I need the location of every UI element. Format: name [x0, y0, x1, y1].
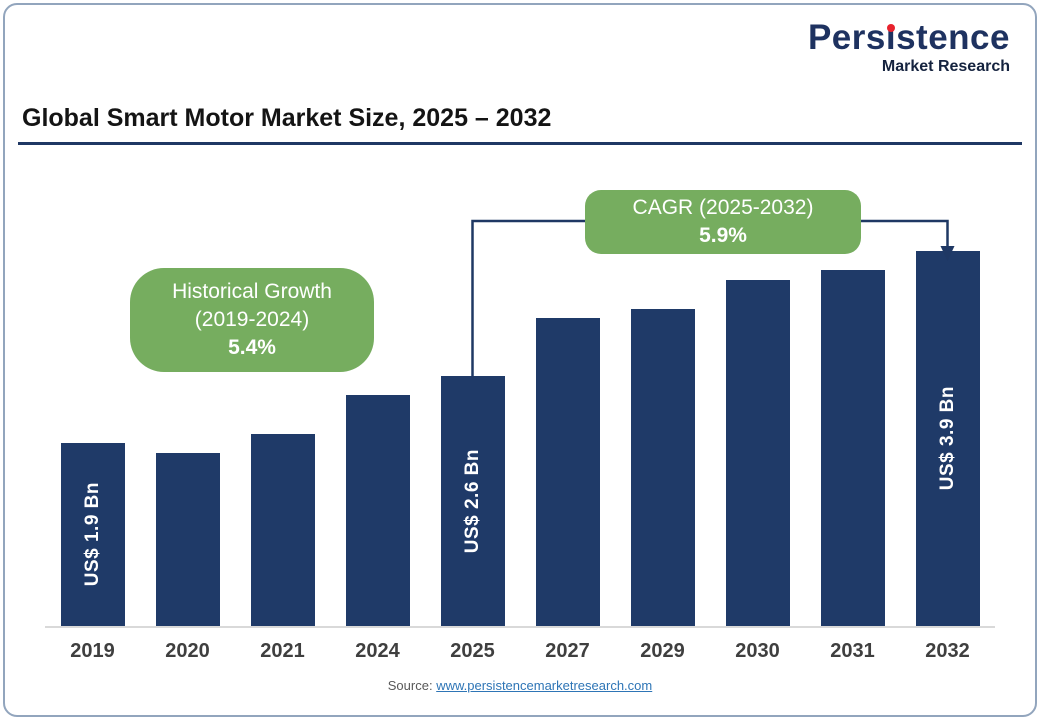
cagr-callout: CAGR (2025-2032) 5.9% — [585, 190, 861, 254]
bar-value-label-2032: US$ 3.9 Bn — [936, 386, 958, 491]
x-axis-label-2025: 2025 — [450, 640, 495, 662]
x-axis-label-2030: 2030 — [735, 640, 780, 662]
bar-column-2031 — [805, 270, 900, 626]
source-link[interactable]: www.persistencemarketresearch.com — [436, 678, 653, 693]
bar-2021 — [250, 434, 315, 626]
source-label: Source: — [387, 678, 433, 693]
page-title: Global Smart Motor Market Size, 2025 – 2… — [22, 104, 552, 132]
bar-value-label-2019: US$ 1.9 Bn — [81, 482, 103, 587]
logo-red-dot-i: ı — [885, 18, 897, 57]
bar-column-2025: US$ 2.6 Bn — [425, 376, 520, 626]
x-axis-label-2021: 2021 — [260, 640, 305, 662]
x-axis-label-2024: 2024 — [355, 640, 400, 662]
bar-2025: US$ 2.6 Bn — [440, 376, 505, 626]
bar-column-2020 — [140, 453, 235, 626]
bar-2020 — [155, 453, 220, 626]
x-axis-label-2029: 2029 — [640, 640, 685, 662]
bar-column-2029 — [615, 309, 710, 626]
logo-tagline: Market Research — [881, 57, 1010, 75]
x-axis-label-2032: 2032 — [925, 640, 970, 662]
cagr-value: 5.9% — [699, 224, 747, 247]
bar-chart: US$ 1.9 Bn US$ 2.6 Bn US$ 3.9 Bn 2019 2020 2… — [20, 168, 1020, 708]
bars-row: US$ 1.9 Bn US$ 2.6 Bn US$ 3.9 Bn — [45, 168, 995, 628]
bar-column-2024 — [330, 395, 425, 626]
source-line: Source: www.persistencemarketresearch.co… — [20, 678, 1020, 693]
bar-2029 — [630, 309, 695, 626]
title-underline — [18, 142, 1022, 145]
bar-2030 — [725, 280, 790, 626]
cagr-line1: CAGR (2025-2032) — [632, 196, 814, 220]
historical-growth-callout: Historical Growth (2019-2024) 5.4% — [130, 268, 374, 372]
years-row: 2019 2020 2021 2024 2025 2027 2029 2030 2031 2032 — [45, 640, 995, 663]
bar-column-2019: US$ 1.9 Bn — [45, 443, 140, 626]
bar-2027 — [535, 318, 600, 626]
bar-2031 — [820, 270, 885, 626]
bar-value-label-2025: US$ 2.6 Bn — [461, 448, 483, 554]
bar-column-2021 — [235, 434, 330, 626]
historical-growth-line2: (2019-2024) — [194, 308, 310, 332]
x-axis-label-2020: 2020 — [165, 640, 210, 662]
x-axis-label-2019: 2019 — [70, 640, 115, 662]
bar-column-2030 — [710, 280, 805, 626]
x-axis-label-2027: 2027 — [545, 640, 590, 662]
logo: Persı stence Market Research — [807, 18, 1010, 76]
bar-column-2032: US$ 3.9 Bn — [900, 251, 995, 626]
historical-growth-value: 5.4% — [228, 335, 276, 359]
bar-column-2027 — [520, 318, 615, 626]
bar-2019: US$ 1.9 Bn — [60, 443, 125, 626]
logo-wordmark: Persı stence — [807, 18, 1010, 57]
bar-2024 — [345, 395, 410, 626]
x-axis-label-2031: 2031 — [830, 640, 875, 662]
logo-red-dot-icon — [886, 24, 895, 32]
bar-2032: US$ 3.9 Bn — [915, 251, 980, 626]
historical-growth-line1: Historical Growth — [172, 280, 332, 304]
